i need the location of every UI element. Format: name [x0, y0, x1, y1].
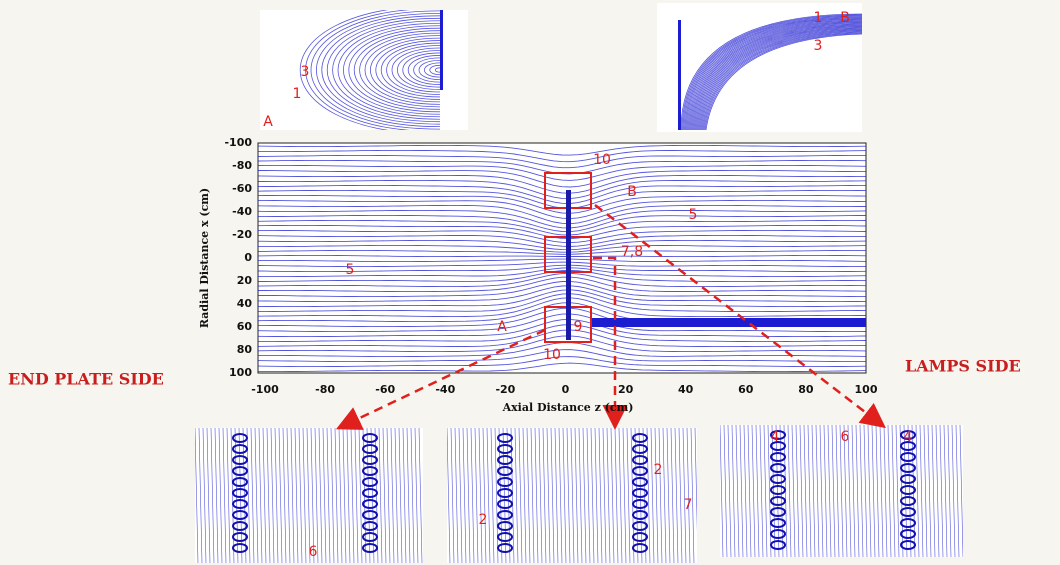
inset-label: 2 — [654, 462, 663, 478]
annotation: 10 — [543, 347, 561, 363]
inset-label: 6 — [309, 544, 318, 560]
main-plot-frame — [258, 143, 866, 373]
x-axis-label: Axial Distance z (cm) — [502, 401, 634, 414]
inset-label: A — [263, 114, 273, 130]
x-tick-label: 80 — [798, 383, 814, 396]
inset-label: 1 — [814, 10, 823, 26]
annotation: B — [627, 184, 637, 200]
annotation: 5 — [346, 262, 355, 278]
x-tick-label: -100 — [251, 383, 279, 396]
annotation: 9 — [574, 319, 583, 335]
inset-label: 3 — [301, 64, 310, 80]
jet — [590, 318, 866, 327]
inset-label: 6 — [841, 429, 850, 445]
side-label: END PLATE SIDE — [8, 370, 164, 389]
y-tick-label: 80 — [237, 343, 253, 356]
inset-label: 3 — [814, 38, 823, 54]
side-label: LAMPS SIDE — [905, 357, 1021, 376]
inset-label: 7 — [684, 497, 693, 513]
inset-label: 4 — [904, 429, 913, 445]
wall — [678, 20, 681, 130]
x-tick-label: -60 — [375, 383, 395, 396]
y-tick-label: 20 — [237, 274, 253, 287]
x-tick-label: -40 — [435, 383, 455, 396]
annotation: 5 — [689, 207, 698, 223]
y-tick-label: 60 — [237, 320, 253, 333]
figure: Radial Distance x (cm) Axial Distance z … — [0, 0, 1060, 565]
y-tick-label: -100 — [224, 136, 252, 149]
annotation: 10 — [593, 152, 611, 168]
y-tick-label: 40 — [237, 297, 253, 310]
x-tick-label: 0 — [562, 383, 570, 396]
y-tick-label: -40 — [232, 205, 252, 218]
inset-label: 2 — [479, 512, 488, 528]
annotation: A — [497, 319, 507, 335]
x-tick-label: 20 — [618, 383, 634, 396]
wall — [440, 10, 443, 90]
annotation: 7,8 — [621, 244, 643, 260]
x-tick-label: 100 — [855, 383, 878, 396]
inset-label: 1 — [293, 86, 302, 102]
inset-label: 4 — [771, 429, 780, 445]
x-tick-label: 60 — [738, 383, 754, 396]
y-tick-label: -20 — [232, 228, 252, 241]
end-plate — [566, 190, 571, 340]
x-tick-label: 40 — [678, 383, 694, 396]
y-axis-label: Radial Distance x (cm) — [198, 188, 211, 328]
inset-label: B — [840, 10, 850, 26]
y-tick-label: 100 — [229, 366, 252, 379]
y-tick-label: -80 — [232, 159, 252, 172]
x-tick-label: -80 — [315, 383, 335, 396]
y-tick-label: 0 — [244, 251, 252, 264]
y-tick-label: -60 — [232, 182, 252, 195]
x-tick-label: -20 — [495, 383, 515, 396]
